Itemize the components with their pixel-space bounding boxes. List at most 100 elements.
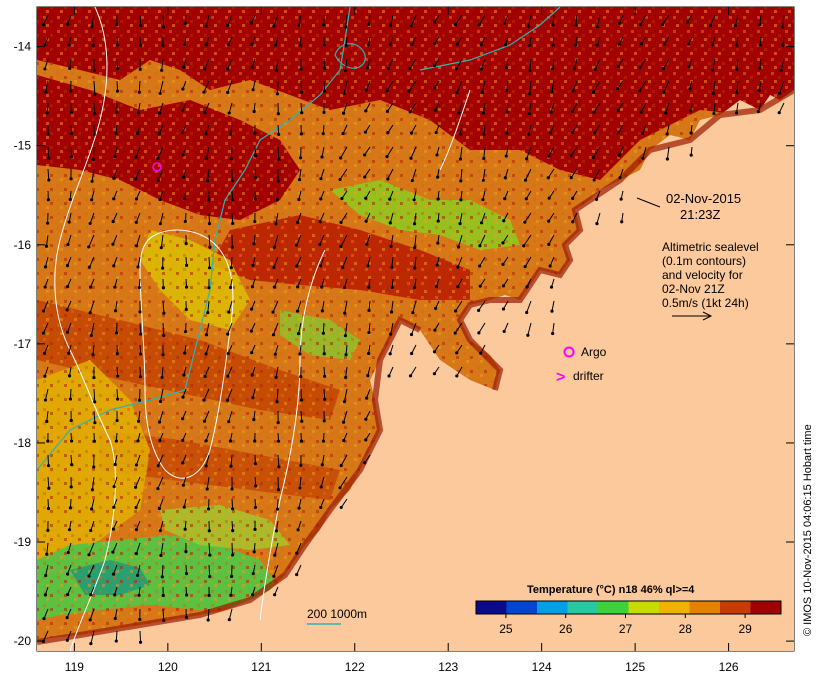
velocity-arrow-head — [226, 351, 230, 356]
y-tick-label: -14 — [14, 40, 32, 54]
velocity-arrow — [481, 80, 486, 93]
velocity-arrow-head — [390, 265, 394, 269]
velocity-arrow-head — [65, 264, 70, 268]
argo-legend-label: Argo — [581, 345, 607, 359]
velocity-arrow-head — [385, 89, 389, 93]
sealevel-contour-4 — [439, 89, 471, 171]
velocity-arrow-head — [276, 112, 280, 116]
velocity-arrow — [527, 322, 532, 336]
velocity-arrow-head — [134, 506, 138, 510]
velocity-arrow-head — [711, 91, 715, 96]
velocity-arrow-head — [182, 373, 186, 377]
drifter-legend-icon: > — [556, 369, 565, 386]
velocity-arrow-head — [364, 109, 368, 113]
velocity-arrow — [227, 322, 233, 335]
velocity-arrow-head — [87, 553, 91, 557]
velocity-arrow-head — [364, 417, 368, 421]
velocity-arrow-head — [184, 571, 189, 576]
velocity-arrow-head — [139, 24, 143, 28]
velocity-arrow — [323, 58, 326, 69]
velocity-arrow-head — [185, 593, 189, 597]
velocity-arrow — [458, 234, 463, 248]
velocity-arrow-head — [390, 285, 394, 290]
velocity-arrow-head — [525, 310, 529, 315]
velocity-arrow — [228, 410, 233, 422]
colorbar-ticks: 25 26 27 28 29 — [499, 614, 752, 636]
velocity-arrow-head — [505, 88, 509, 92]
velocity-arrow-head — [388, 197, 392, 201]
velocity-arrow-head — [137, 398, 142, 402]
velocity-arrow — [207, 300, 210, 313]
velocity-arrow — [139, 14, 142, 26]
velocity-arrow-head — [46, 132, 50, 136]
velocity-arrow-head — [758, 43, 762, 47]
velocity-arrow-head — [114, 639, 118, 643]
velocity-arrow-head — [66, 242, 70, 247]
colorbar-tick-label: 27 — [619, 622, 633, 636]
velocity-arrow-head — [184, 263, 189, 267]
velocity-arrow-head — [321, 331, 325, 335]
velocity-arrow — [116, 388, 119, 400]
velocity-arrow — [409, 58, 417, 69]
velocity-arrow-head — [365, 396, 369, 400]
velocity-arrow — [46, 542, 49, 555]
velocity-arrow-head — [457, 111, 461, 115]
velocity-arrow-head — [253, 131, 257, 135]
velocity-arrow-head — [660, 23, 665, 27]
velocity-arrow — [91, 498, 95, 510]
velocity-arrow — [89, 608, 95, 621]
velocity-arrow-head — [252, 109, 256, 114]
velocity-arrow-head — [45, 419, 49, 424]
velocity-arrow-head — [227, 618, 231, 622]
velocity-arrow-head — [548, 264, 552, 268]
velocity-arrow-head — [619, 197, 623, 201]
velocity-arrow — [527, 14, 532, 27]
velocity-arrow-head — [456, 245, 461, 249]
velocity-arrow-head — [182, 43, 187, 47]
velocity-arrow-head — [710, 43, 715, 47]
velocity-arrow — [572, 80, 578, 92]
velocity-arrow-head — [181, 65, 186, 69]
velocity-arrow-head — [480, 90, 484, 95]
velocity-arrow-head — [115, 110, 119, 114]
velocity-arrow — [112, 234, 118, 245]
velocity-arrow — [277, 146, 280, 160]
velocity-arrow-head — [412, 198, 416, 202]
velocity-arrow — [162, 300, 165, 314]
velocity-arrow-head — [616, 64, 620, 69]
velocity-arrow-head — [343, 333, 348, 338]
velocity-arrow-head — [408, 110, 412, 114]
velocity-arrow-head — [367, 308, 371, 313]
velocity-arrow-head — [436, 175, 440, 179]
velocity-arrow-head — [638, 66, 642, 70]
velocity-arrow-head — [436, 219, 440, 223]
velocity-arrow — [299, 168, 302, 180]
velocity-arrow — [296, 256, 302, 267]
sealevel-contour-3 — [259, 249, 326, 621]
velocity-arrow-head — [616, 87, 620, 91]
velocity-arrow — [93, 80, 96, 94]
velocity-arrow-head — [364, 88, 368, 92]
velocity-arrow-head — [339, 505, 343, 510]
velocity-arrow-head — [69, 89, 73, 93]
velocity-arrow-head — [339, 220, 343, 224]
velocity-arrow-head — [137, 285, 141, 290]
velocity-arrow-head — [252, 242, 256, 246]
velocity-arrow-head — [251, 88, 255, 92]
velocity-arrow-head — [455, 42, 460, 46]
velocity-arrow-head — [42, 617, 46, 621]
velocity-arrow — [300, 102, 303, 113]
velocity-arrow-head — [340, 196, 344, 201]
velocity-arrow-head — [641, 131, 645, 136]
sst-field — [37, 7, 794, 651]
velocity-arrow-head — [593, 131, 597, 135]
velocity-arrow-head — [42, 351, 47, 356]
velocity-arrow-head — [137, 593, 141, 597]
velocity-arrow-head — [272, 245, 276, 249]
velocity-arrow-head — [525, 157, 529, 161]
velocity-arrow — [135, 212, 141, 223]
velocity-arrow-head — [67, 528, 72, 532]
velocity-arrow-head — [616, 108, 620, 112]
velocity-arrow-head — [231, 221, 235, 226]
velocity-arrow — [366, 234, 371, 245]
